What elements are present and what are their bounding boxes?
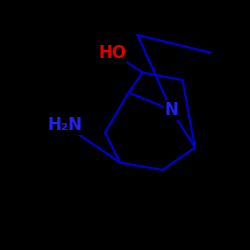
Text: HO: HO xyxy=(98,44,126,62)
Text: N: N xyxy=(164,101,178,119)
Text: H₂N: H₂N xyxy=(48,116,82,134)
